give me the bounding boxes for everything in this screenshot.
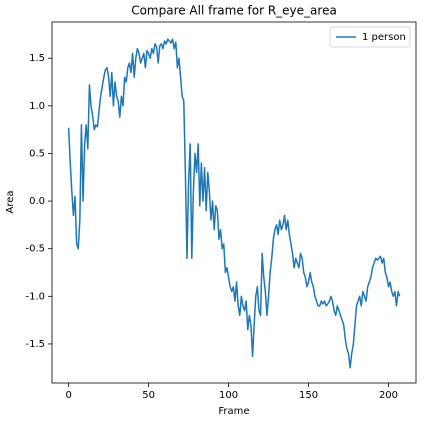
y-axis-label: Area — [5, 190, 16, 213]
y-tick-label: 0.5 — [29, 148, 45, 159]
line-series — [67, 38, 401, 369]
x-tick-label: 50 — [142, 390, 155, 401]
y-tick-label: 1.0 — [29, 101, 45, 112]
x-tick-label: 100 — [219, 390, 238, 401]
y-tick-label: 1.5 — [29, 53, 45, 64]
x-tick-label: 150 — [299, 390, 318, 401]
legend-box — [329, 26, 411, 48]
x-axis-label: Frame — [218, 406, 249, 417]
y-tick-label: -0.5 — [25, 244, 45, 255]
y-tick-label: 0.0 — [29, 196, 45, 207]
y-tick-label: -1.5 — [25, 339, 45, 350]
legend-label: 1 person — [362, 32, 406, 43]
x-tick-label: 0 — [65, 390, 71, 401]
axes-frame — [51, 21, 417, 384]
y-tick-label: -1.0 — [25, 291, 45, 302]
chart-title: Compare All frame for R_eye_area — [131, 4, 337, 18]
x-tick-label: 200 — [379, 390, 398, 401]
